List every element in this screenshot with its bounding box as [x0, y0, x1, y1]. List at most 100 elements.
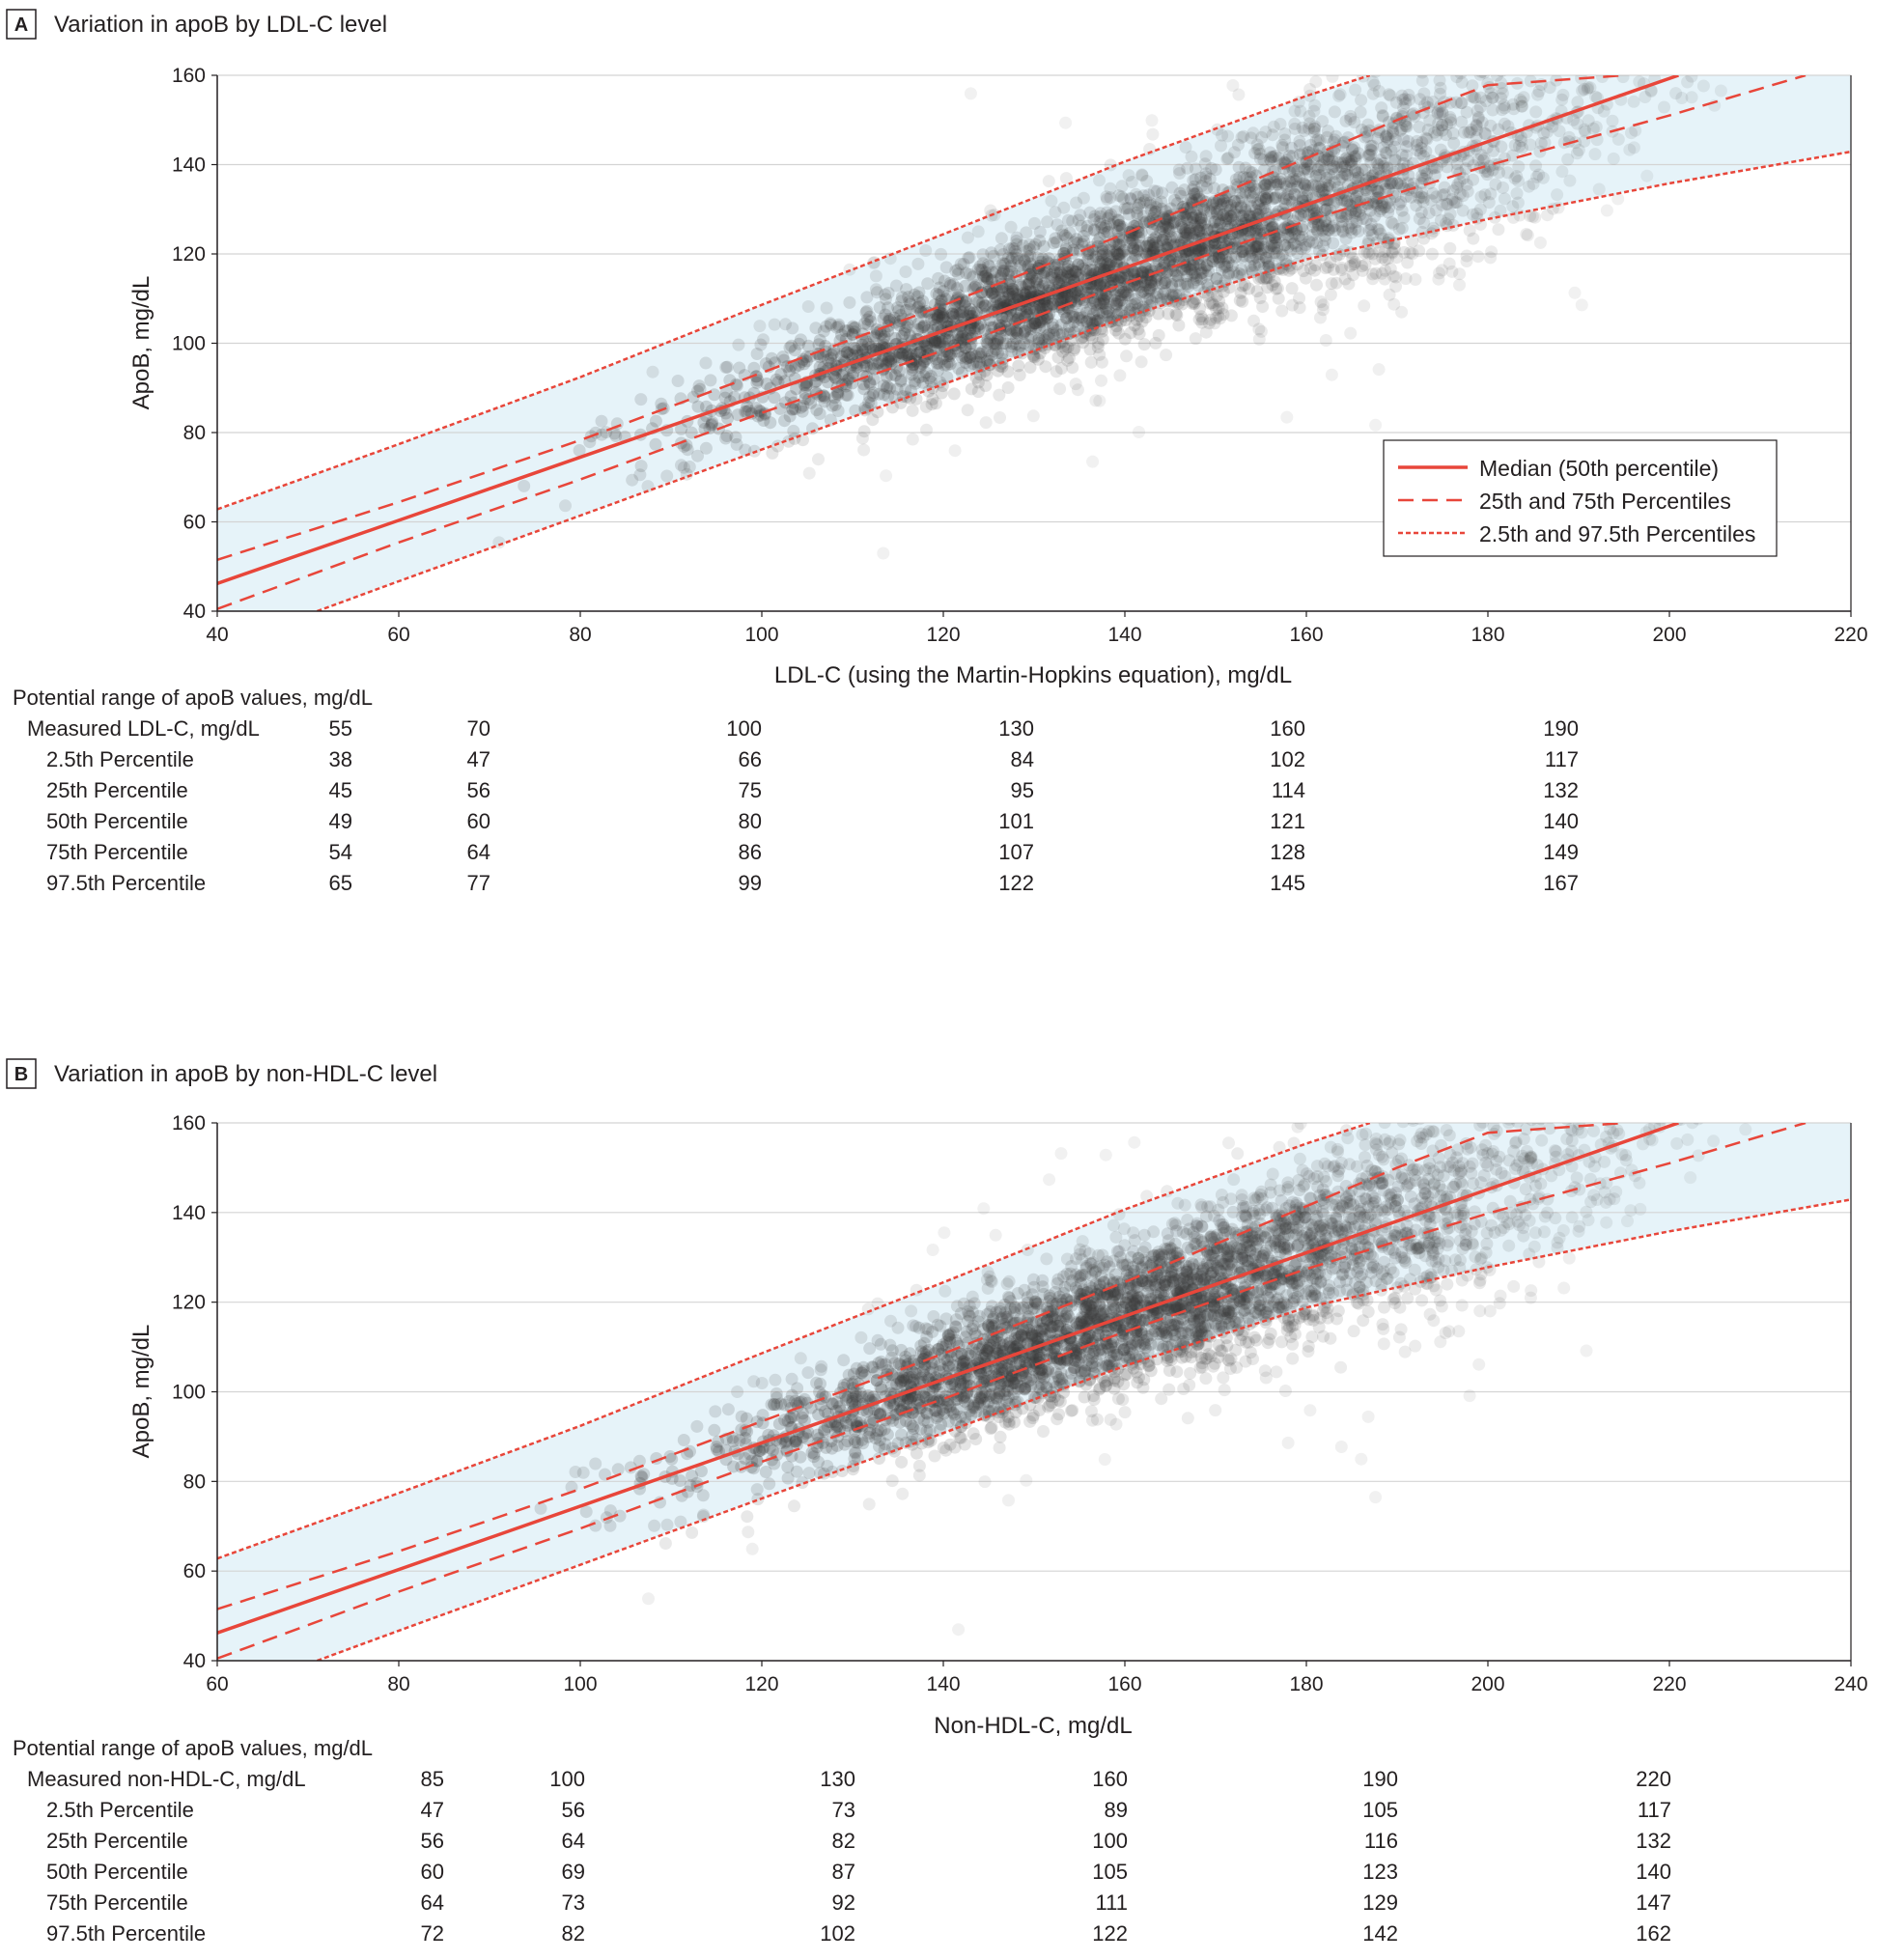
data-point	[1060, 270, 1074, 283]
data-point	[686, 1526, 699, 1539]
data-point	[926, 1244, 939, 1256]
data-point	[976, 257, 990, 270]
data-point	[866, 389, 880, 402]
data-point	[1165, 294, 1179, 308]
data-point	[1469, 91, 1482, 104]
data-point	[1359, 212, 1373, 226]
data-point	[1050, 236, 1063, 249]
data-point	[1025, 269, 1039, 283]
data-point	[1416, 195, 1430, 209]
data-point	[1093, 348, 1107, 361]
data-point	[1104, 191, 1117, 205]
data-point	[995, 232, 1008, 245]
data-point	[1511, 196, 1525, 210]
data-point	[692, 379, 706, 393]
data-point	[1478, 126, 1492, 140]
data-point	[798, 357, 811, 371]
data-point	[1177, 210, 1191, 223]
percentile-table: Potential range of apoB values, mg/dLMea…	[13, 686, 1579, 895]
data-point	[1493, 166, 1506, 180]
data-point	[1425, 227, 1439, 240]
table-cell: 114	[1272, 778, 1305, 802]
data-point	[928, 313, 941, 326]
table-cell: 101	[998, 809, 1034, 833]
data-point	[1259, 193, 1273, 207]
data-point	[1051, 294, 1065, 307]
data-point	[867, 331, 881, 345]
data-point	[1133, 426, 1145, 438]
data-point	[1165, 278, 1179, 291]
data-point	[855, 338, 869, 351]
data-point	[1515, 99, 1528, 113]
data-point	[1281, 240, 1295, 254]
data-point	[935, 386, 948, 400]
data-point	[1321, 261, 1334, 274]
x-tick-label: 40	[206, 624, 228, 646]
data-point	[1475, 75, 1488, 79]
data-point	[1384, 89, 1397, 102]
data-point	[1444, 113, 1458, 126]
data-point	[1131, 225, 1144, 238]
data-point	[1263, 153, 1276, 166]
data-point	[1211, 243, 1224, 257]
data-point	[959, 279, 972, 293]
data-point	[882, 353, 895, 367]
data-point	[1623, 143, 1637, 156]
x-tick-label: 180	[1471, 624, 1504, 646]
data-point	[1061, 213, 1075, 227]
data-point	[1085, 331, 1099, 345]
data-point	[1253, 152, 1267, 165]
data-point	[1395, 122, 1409, 135]
data-point	[705, 417, 718, 431]
data-point	[1111, 230, 1125, 243]
data-point	[1496, 103, 1509, 117]
data-point	[1033, 298, 1047, 312]
table-cell: 100	[726, 716, 762, 741]
data-point	[1379, 264, 1392, 277]
data-point	[747, 1375, 761, 1388]
data-point	[1360, 129, 1374, 143]
table-cell: 54	[329, 840, 352, 864]
data-point	[699, 356, 713, 370]
data-point	[1319, 203, 1332, 216]
data-point	[1538, 136, 1552, 150]
data-point	[1406, 235, 1419, 248]
data-point	[1281, 219, 1295, 233]
data-point	[559, 499, 572, 513]
data-point	[1320, 202, 1333, 215]
data-point	[993, 388, 1006, 402]
data-point	[877, 332, 890, 346]
table-cell: 132	[1543, 778, 1579, 802]
data-point	[1301, 183, 1314, 197]
data-point	[1433, 75, 1446, 87]
data-point	[1425, 247, 1439, 261]
data-point	[1352, 147, 1365, 160]
data-point	[1315, 219, 1329, 233]
data-point	[1373, 205, 1387, 218]
data-point	[1163, 233, 1177, 246]
data-point	[1434, 81, 1447, 95]
data-point	[1362, 148, 1376, 161]
data-point	[1252, 322, 1266, 336]
data-point	[1399, 120, 1413, 133]
data-point	[719, 385, 733, 399]
data-point	[802, 466, 816, 480]
data-point	[749, 402, 763, 415]
data-point	[1179, 258, 1192, 271]
data-point	[882, 350, 896, 364]
data-point	[709, 1405, 722, 1418]
data-point	[813, 350, 826, 363]
data-point	[774, 368, 788, 381]
table-caption: Potential range of apoB values, mg/dL	[13, 686, 373, 710]
data-point	[1394, 195, 1408, 209]
data-point	[1097, 293, 1110, 305]
data-point	[1167, 289, 1180, 302]
data-point	[920, 340, 934, 353]
data-point	[1455, 1299, 1469, 1312]
data-point	[857, 425, 871, 438]
data-point	[1042, 175, 1055, 188]
data-point	[1374, 154, 1387, 166]
table-cell: 107	[998, 840, 1034, 864]
data-point	[1207, 195, 1220, 209]
data-point	[1042, 280, 1055, 294]
